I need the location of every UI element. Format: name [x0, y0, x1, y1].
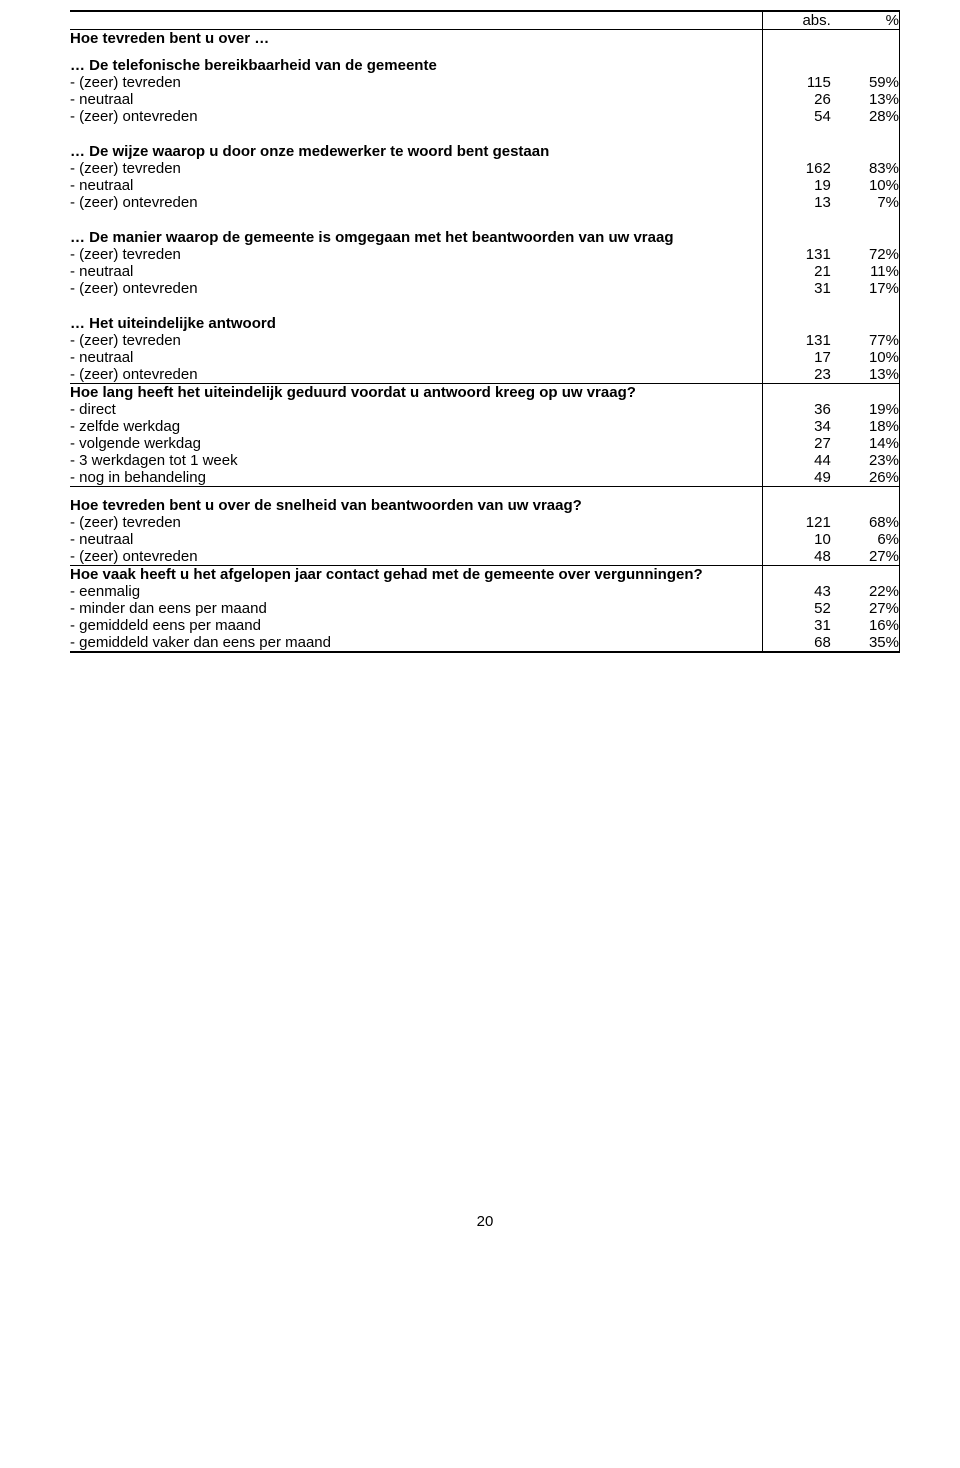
blank-row — [70, 125, 900, 143]
table-row: - minder dan eens per maand 52 27% — [70, 600, 900, 617]
table-row: - (zeer) tevreden 121 68% — [70, 514, 900, 531]
col-header-pct: % — [837, 11, 900, 30]
table-row: - neutraal 10 6% — [70, 531, 900, 548]
blank-row — [70, 487, 900, 498]
row-abs: 115 — [762, 74, 837, 91]
table-row: - (zeer) ontevreden 13 7% — [70, 194, 900, 211]
table-row: - volgende werkdag 27 14% — [70, 435, 900, 452]
col-header-abs: abs. — [762, 11, 837, 30]
table-row: - (zeer) tevreden 115 59% — [70, 74, 900, 91]
question-text: Hoe tevreden bent u over … — [70, 30, 762, 48]
table-row: - zelfde werkdag 34 18% — [70, 418, 900, 435]
table-header-spacer: abs. % — [70, 11, 900, 30]
table-row: - nog in behandeling 49 26% — [70, 469, 900, 487]
table-row: - gemiddeld vaker dan eens per maand 68 … — [70, 634, 900, 652]
table-row: - neutraal 21 11% — [70, 263, 900, 280]
table-row: - direct 36 19% — [70, 401, 900, 418]
table-row: - (zeer) tevreden 131 72% — [70, 246, 900, 263]
table-row: - eenmalig 43 22% — [70, 583, 900, 600]
question-text: Hoe vaak heeft u het afgelopen jaar cont… — [70, 566, 762, 584]
blank-row — [70, 47, 900, 57]
group-lead-row: … De wijze waarop u door onze medewerker… — [70, 143, 900, 160]
group-lead-row: … De manier waarop de gemeente is omgega… — [70, 229, 900, 246]
blank-row — [70, 211, 900, 229]
table-row: - (zeer) tevreden 162 83% — [70, 160, 900, 177]
table-row: - gemiddeld eens per maand 31 16% — [70, 617, 900, 634]
question-text: Hoe tevreden bent u over de snelheid van… — [70, 497, 762, 514]
blank-row — [70, 297, 900, 315]
document-page: abs. % Hoe tevreden bent u over … … De t… — [0, 0, 960, 1270]
group-lead-text: … De telefonische bereikbaarheid van de … — [70, 57, 762, 74]
table-row: - (zeer) ontevreden 48 27% — [70, 548, 900, 566]
group-lead-row: … Het uiteindelijke antwoord — [70, 315, 900, 332]
question-row: Hoe vaak heeft u het afgelopen jaar cont… — [70, 566, 900, 584]
table-row: - neutraal 17 10% — [70, 349, 900, 366]
row-pct: 59% — [837, 74, 900, 91]
group-lead-row: … De telefonische bereikbaarheid van de … — [70, 57, 900, 74]
page-number: 20 — [70, 1213, 900, 1230]
table-row: - (zeer) tevreden 131 77% — [70, 332, 900, 349]
question-row: Hoe tevreden bent u over de snelheid van… — [70, 497, 900, 514]
table-row: - (zeer) ontevreden 31 17% — [70, 280, 900, 297]
question-row: Hoe tevreden bent u over … — [70, 30, 900, 48]
survey-table: abs. % Hoe tevreden bent u over … … De t… — [70, 10, 900, 653]
table-row: - neutraal 26 13% — [70, 91, 900, 108]
question-text: Hoe lang heeft het uiteindelijk geduurd … — [70, 384, 762, 402]
table-row: - (zeer) ontevreden 54 28% — [70, 108, 900, 125]
table-row: - 3 werkdagen tot 1 week 44 23% — [70, 452, 900, 469]
question-row: Hoe lang heeft het uiteindelijk geduurd … — [70, 384, 900, 402]
row-label: - (zeer) tevreden — [70, 74, 762, 91]
table-row: - (zeer) ontevreden 23 13% — [70, 366, 900, 384]
table-row: - neutraal 19 10% — [70, 177, 900, 194]
